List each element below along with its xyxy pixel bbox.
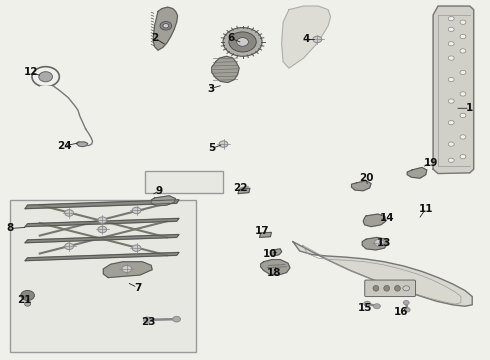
Text: 11: 11 [418,204,433,214]
Text: 17: 17 [255,226,270,236]
Polygon shape [240,186,248,189]
Circle shape [229,32,256,52]
Circle shape [237,38,248,46]
Polygon shape [25,200,179,209]
Circle shape [223,28,262,56]
Circle shape [460,154,466,159]
Circle shape [172,316,180,322]
Polygon shape [261,260,290,275]
Polygon shape [362,237,388,250]
Text: 16: 16 [394,307,409,317]
Polygon shape [260,232,271,237]
Circle shape [219,141,228,147]
Polygon shape [293,242,472,306]
Text: 10: 10 [263,248,278,258]
Text: 19: 19 [423,158,438,168]
Circle shape [448,41,454,46]
Circle shape [404,308,410,312]
Text: 7: 7 [134,283,141,293]
Ellipse shape [384,285,390,291]
Polygon shape [407,167,427,178]
Polygon shape [363,214,386,226]
Text: 8: 8 [7,224,14,233]
Circle shape [132,245,141,251]
Circle shape [448,121,454,125]
Polygon shape [25,252,179,261]
Text: 22: 22 [233,183,247,193]
Circle shape [374,239,384,246]
Polygon shape [212,56,239,82]
Circle shape [403,301,409,305]
Text: 4: 4 [302,35,310,44]
Text: 6: 6 [228,33,235,43]
Circle shape [448,27,454,32]
Circle shape [373,304,380,309]
Circle shape [98,217,107,224]
Polygon shape [151,196,175,206]
Polygon shape [153,7,177,50]
Circle shape [122,265,132,273]
FancyBboxPatch shape [365,280,416,297]
Circle shape [460,92,466,96]
Polygon shape [351,181,371,191]
Circle shape [24,302,30,306]
Circle shape [364,301,370,306]
Circle shape [448,56,454,60]
Circle shape [448,158,454,162]
Text: 21: 21 [17,295,31,305]
Circle shape [460,49,466,53]
Circle shape [313,36,322,42]
Polygon shape [282,6,331,68]
Ellipse shape [373,285,379,291]
Circle shape [460,135,466,139]
Text: 14: 14 [379,213,394,222]
Circle shape [163,24,169,28]
Polygon shape [270,249,282,256]
Circle shape [65,243,74,249]
Circle shape [65,210,74,216]
Circle shape [132,207,141,214]
Circle shape [460,70,466,75]
Circle shape [39,72,52,82]
Polygon shape [103,262,152,278]
Circle shape [21,291,34,301]
Text: 20: 20 [359,173,373,183]
Circle shape [448,142,454,146]
Text: 2: 2 [151,33,159,43]
Text: 13: 13 [377,238,392,248]
FancyBboxPatch shape [10,200,196,352]
Polygon shape [25,219,179,226]
Text: 12: 12 [24,67,38,77]
Polygon shape [238,188,250,194]
Circle shape [460,20,466,24]
Circle shape [460,113,466,118]
Text: 3: 3 [207,84,215,94]
Polygon shape [25,234,179,243]
Circle shape [448,17,454,21]
Text: 5: 5 [208,143,216,153]
Circle shape [98,226,107,233]
Circle shape [160,22,172,30]
Polygon shape [433,6,474,174]
FancyBboxPatch shape [145,171,223,193]
Circle shape [403,286,410,291]
Text: 24: 24 [57,141,72,151]
Text: 15: 15 [358,303,372,314]
Text: 23: 23 [141,317,155,327]
Circle shape [448,77,454,82]
Circle shape [144,317,151,323]
Ellipse shape [394,285,400,291]
Text: 18: 18 [267,267,282,278]
Circle shape [460,35,466,39]
Circle shape [448,99,454,103]
Polygon shape [77,142,88,147]
Text: 1: 1 [466,103,473,113]
Text: 9: 9 [156,186,163,196]
